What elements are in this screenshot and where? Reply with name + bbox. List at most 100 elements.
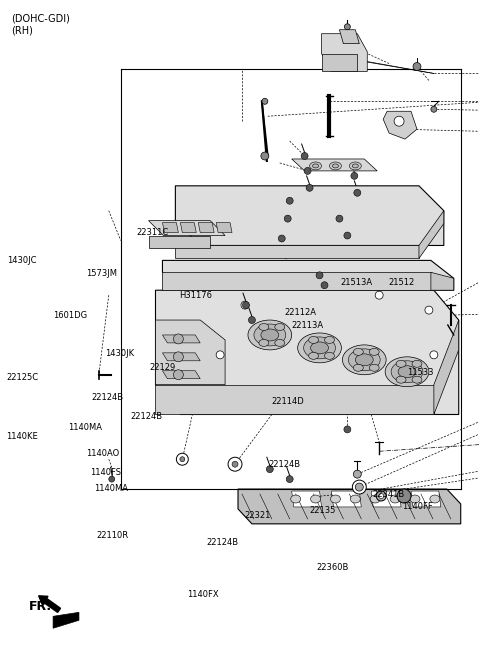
Ellipse shape bbox=[348, 349, 380, 371]
Polygon shape bbox=[175, 186, 444, 245]
Circle shape bbox=[355, 483, 363, 491]
Text: 22321: 22321 bbox=[245, 511, 271, 520]
Circle shape bbox=[242, 301, 250, 309]
Ellipse shape bbox=[369, 349, 379, 355]
Polygon shape bbox=[53, 612, 79, 628]
Text: 1140FF: 1140FF bbox=[402, 502, 433, 511]
Ellipse shape bbox=[275, 324, 285, 330]
Ellipse shape bbox=[330, 495, 340, 503]
Polygon shape bbox=[156, 385, 434, 415]
Circle shape bbox=[397, 489, 411, 503]
Circle shape bbox=[344, 232, 351, 239]
Polygon shape bbox=[332, 491, 361, 507]
Polygon shape bbox=[156, 290, 459, 415]
Text: 1430JC: 1430JC bbox=[8, 256, 37, 264]
Polygon shape bbox=[434, 320, 459, 415]
FancyArrow shape bbox=[39, 596, 60, 612]
Ellipse shape bbox=[353, 349, 363, 355]
Polygon shape bbox=[162, 353, 200, 361]
Ellipse shape bbox=[333, 164, 338, 168]
Polygon shape bbox=[411, 491, 441, 507]
Text: 11533: 11533 bbox=[407, 368, 433, 377]
Text: 22135: 22135 bbox=[309, 506, 336, 515]
Text: 1140MA: 1140MA bbox=[68, 423, 102, 432]
Text: (DOHC-GDI): (DOHC-GDI) bbox=[12, 14, 70, 24]
Ellipse shape bbox=[398, 366, 416, 378]
Polygon shape bbox=[371, 491, 401, 507]
Circle shape bbox=[353, 470, 361, 478]
Circle shape bbox=[266, 466, 273, 473]
Circle shape bbox=[301, 152, 308, 160]
Circle shape bbox=[344, 426, 351, 433]
Circle shape bbox=[351, 173, 358, 179]
Ellipse shape bbox=[291, 495, 300, 503]
Polygon shape bbox=[162, 371, 200, 379]
Circle shape bbox=[304, 167, 311, 175]
Ellipse shape bbox=[369, 364, 379, 371]
Text: 21513A: 21513A bbox=[340, 279, 372, 287]
Text: 22360B: 22360B bbox=[316, 563, 349, 572]
Polygon shape bbox=[175, 245, 419, 258]
Ellipse shape bbox=[412, 360, 422, 368]
Circle shape bbox=[431, 107, 437, 112]
Polygon shape bbox=[431, 272, 454, 290]
Polygon shape bbox=[148, 235, 210, 249]
Text: 1140FS: 1140FS bbox=[90, 468, 120, 477]
Circle shape bbox=[321, 282, 328, 288]
Polygon shape bbox=[148, 220, 225, 235]
Text: 22124B: 22124B bbox=[269, 460, 301, 470]
Polygon shape bbox=[383, 111, 417, 139]
Circle shape bbox=[278, 235, 285, 242]
Ellipse shape bbox=[309, 353, 319, 359]
Ellipse shape bbox=[370, 495, 380, 503]
Circle shape bbox=[109, 476, 115, 482]
Circle shape bbox=[249, 317, 255, 324]
Text: 1573JM: 1573JM bbox=[86, 269, 117, 278]
Text: 22112A: 22112A bbox=[284, 307, 316, 317]
Ellipse shape bbox=[430, 495, 440, 503]
Polygon shape bbox=[322, 54, 357, 71]
Text: (RH): (RH) bbox=[12, 26, 33, 36]
Ellipse shape bbox=[353, 364, 363, 371]
Ellipse shape bbox=[259, 339, 269, 347]
Circle shape bbox=[375, 291, 383, 299]
Ellipse shape bbox=[324, 353, 335, 359]
Polygon shape bbox=[198, 222, 214, 233]
Polygon shape bbox=[162, 335, 200, 343]
Circle shape bbox=[241, 301, 249, 309]
Text: 22124B: 22124B bbox=[206, 538, 239, 547]
Polygon shape bbox=[180, 222, 196, 233]
Circle shape bbox=[316, 272, 323, 279]
Text: 1140KE: 1140KE bbox=[6, 432, 38, 441]
Circle shape bbox=[344, 24, 350, 29]
Ellipse shape bbox=[324, 336, 335, 343]
Circle shape bbox=[336, 215, 343, 222]
Ellipse shape bbox=[261, 329, 279, 341]
Polygon shape bbox=[292, 491, 322, 507]
Circle shape bbox=[306, 184, 313, 191]
Text: 22114D: 22114D bbox=[271, 397, 304, 406]
Ellipse shape bbox=[254, 324, 286, 346]
Ellipse shape bbox=[298, 333, 341, 363]
Text: 1601DG: 1601DG bbox=[53, 311, 87, 320]
Ellipse shape bbox=[259, 324, 269, 330]
Circle shape bbox=[376, 491, 386, 501]
Polygon shape bbox=[162, 272, 431, 290]
Text: 1430JK: 1430JK bbox=[106, 349, 134, 358]
Polygon shape bbox=[156, 320, 225, 385]
Ellipse shape bbox=[352, 164, 358, 168]
Text: 22113A: 22113A bbox=[291, 321, 323, 330]
Polygon shape bbox=[162, 222, 179, 233]
Text: 22124B: 22124B bbox=[91, 392, 123, 402]
Circle shape bbox=[379, 494, 384, 498]
Polygon shape bbox=[216, 222, 232, 233]
Ellipse shape bbox=[396, 376, 406, 383]
Text: 22124B: 22124B bbox=[130, 411, 162, 421]
Circle shape bbox=[228, 457, 242, 471]
Circle shape bbox=[173, 370, 183, 380]
Circle shape bbox=[425, 306, 433, 314]
Text: 1140AO: 1140AO bbox=[86, 449, 120, 458]
Ellipse shape bbox=[412, 376, 422, 383]
Ellipse shape bbox=[342, 345, 386, 375]
Polygon shape bbox=[339, 29, 360, 44]
